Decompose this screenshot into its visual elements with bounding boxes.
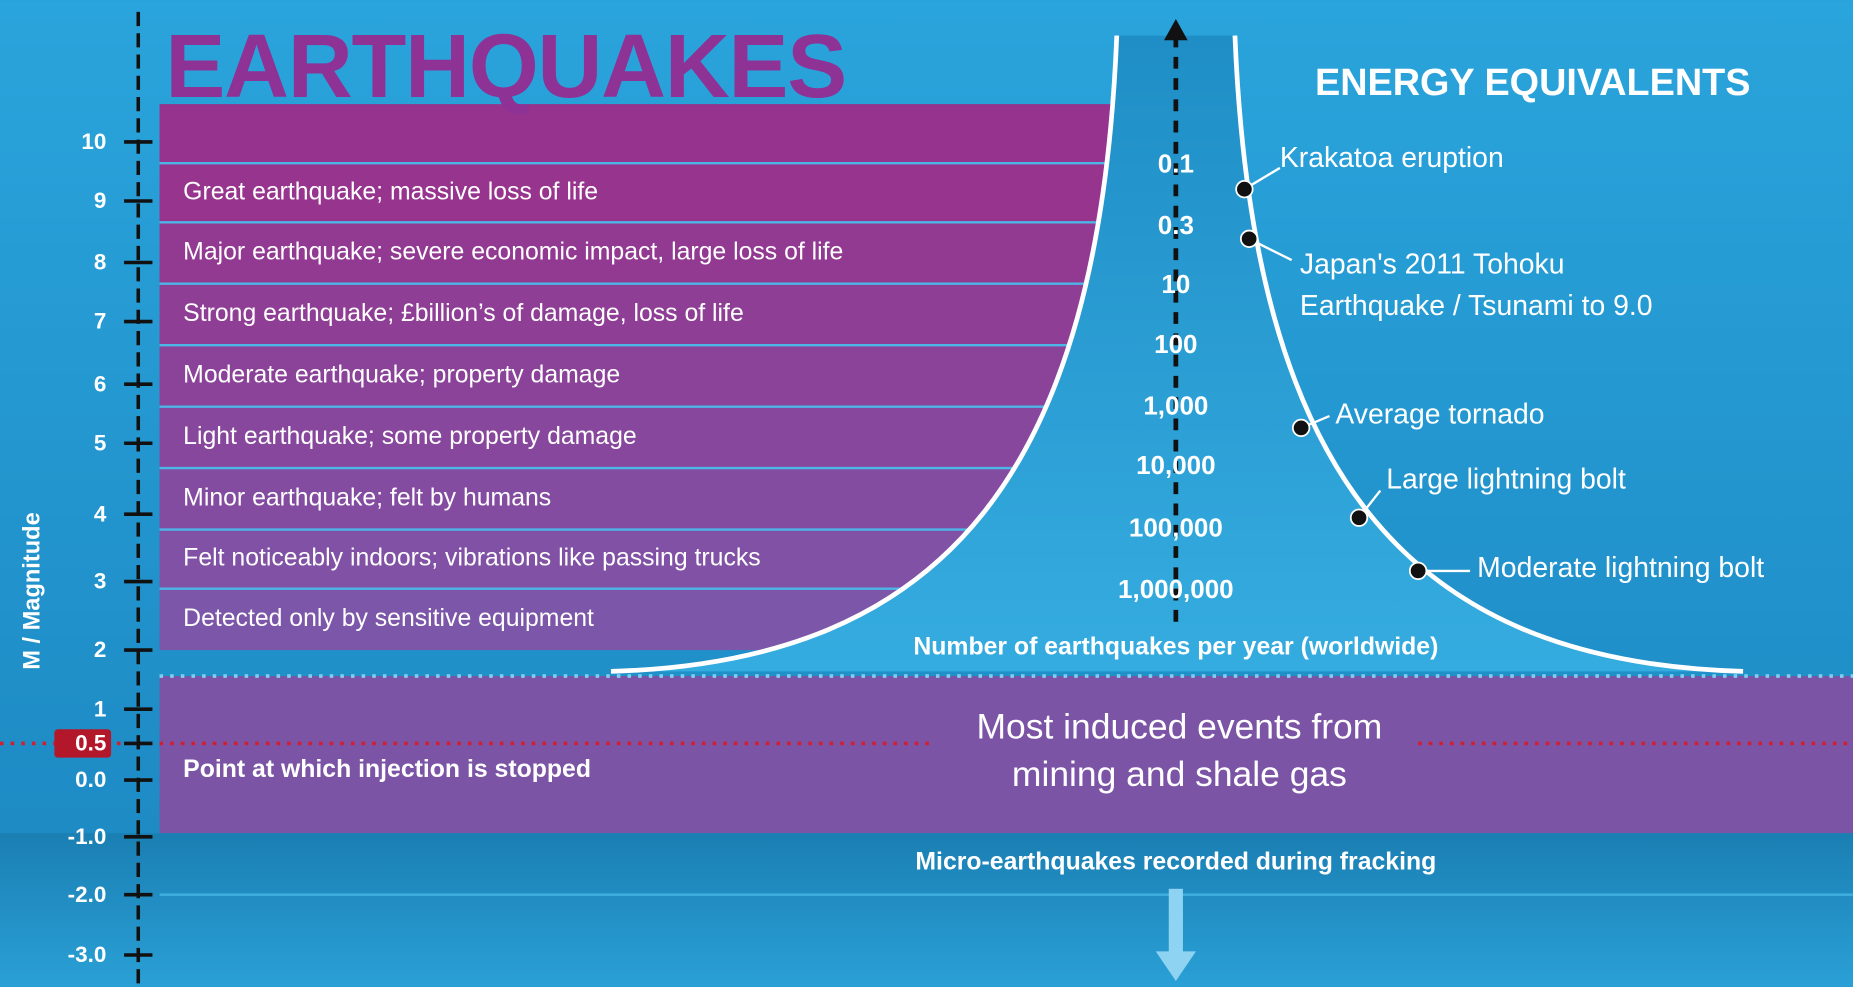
tick-label: 5 — [94, 430, 106, 455]
row-band — [159, 222, 1182, 284]
arrow-up — [1164, 19, 1188, 41]
curve-right — [1232, 35, 1744, 674]
energy-dot — [1291, 418, 1311, 438]
induced-label: mining and shale gas — [1012, 754, 1347, 794]
description: Great earthquake; massive loss of life — [183, 178, 598, 205]
tick-label: 10 — [81, 129, 106, 154]
count: 0.1 — [1158, 148, 1194, 178]
funnel — [610, 35, 1744, 672]
count: 1,000,000 — [1118, 574, 1234, 604]
axis-label: M / Magnitude — [19, 512, 45, 670]
tick-label: -2.0 — [68, 882, 107, 907]
curve-left — [610, 35, 1120, 674]
row-band — [159, 406, 1182, 469]
band-top — [159, 104, 1182, 164]
tick-label: 0.0 — [75, 767, 106, 792]
energy-dot — [1408, 561, 1428, 581]
tick-label: -1.0 — [68, 824, 107, 849]
tick-label: 8 — [94, 250, 106, 275]
energy-label: Japan's 2011 Tohoku — [1300, 248, 1565, 280]
title: EARTHQUAKES — [165, 17, 845, 117]
energy-dot — [1239, 229, 1259, 248]
count: 100,000 — [1129, 512, 1223, 542]
induced-label: Most induced events from — [977, 707, 1383, 747]
tick-label: 3 — [94, 569, 106, 594]
tick-label: 4 — [94, 501, 107, 526]
energy-title: ENERGY EQUIVALENTS — [1315, 62, 1750, 104]
arrow-down — [1168, 888, 1183, 954]
tick-highlight — [54, 729, 112, 758]
tick-label: 0.5 — [75, 731, 106, 756]
tick-label: -3.0 — [68, 942, 107, 967]
count: 10 — [1161, 269, 1190, 299]
count: 100 — [1154, 329, 1197, 359]
arrow-down-head — [1155, 951, 1196, 981]
count: 10,000 — [1136, 450, 1215, 480]
description: Moderate earthquake; property damage — [183, 361, 620, 388]
induced-band — [159, 676, 1853, 834]
count: 1,000 — [1143, 391, 1208, 421]
tick-label: 2 — [94, 637, 106, 662]
description: Felt noticeably indoors; vibrations like… — [183, 545, 760, 572]
count: 0.3 — [1158, 210, 1194, 240]
row-band — [159, 163, 1182, 223]
count-caption: Number of earthquakes per year (worldwid… — [913, 633, 1438, 660]
row-band — [159, 283, 1182, 346]
fracking-label: Micro-earthquakes recorded during fracki… — [915, 848, 1436, 875]
tick-label: 6 — [94, 371, 106, 396]
energy-label: Large lightning bolt — [1386, 464, 1626, 496]
injection-label: Point at which injection is stopped — [183, 756, 591, 783]
energy-label: Krakatoa eruption — [1280, 142, 1504, 174]
energy-dot — [1235, 180, 1254, 199]
tick-label: 9 — [94, 188, 106, 213]
description: Light earthquake; some property damage — [183, 423, 637, 450]
description: Minor earthquake; felt by humans — [183, 484, 551, 511]
tick-label: 7 — [94, 309, 106, 334]
fracking-band — [0, 833, 1853, 987]
description: Detected only by sensitive equipment — [183, 605, 594, 632]
description: Major earthquake; severe economic impact… — [183, 239, 843, 266]
energy-dot — [1349, 508, 1369, 527]
tick-label: 1 — [94, 696, 106, 721]
description: Strong earthquake; £billion’s of damage,… — [183, 300, 744, 327]
energy-label: Average tornado — [1335, 399, 1544, 431]
energy-label: Moderate lightning bolt — [1477, 552, 1764, 584]
energy-label: Earthquake / Tsunami to 9.0 — [1300, 290, 1653, 322]
row-band — [159, 345, 1182, 407]
